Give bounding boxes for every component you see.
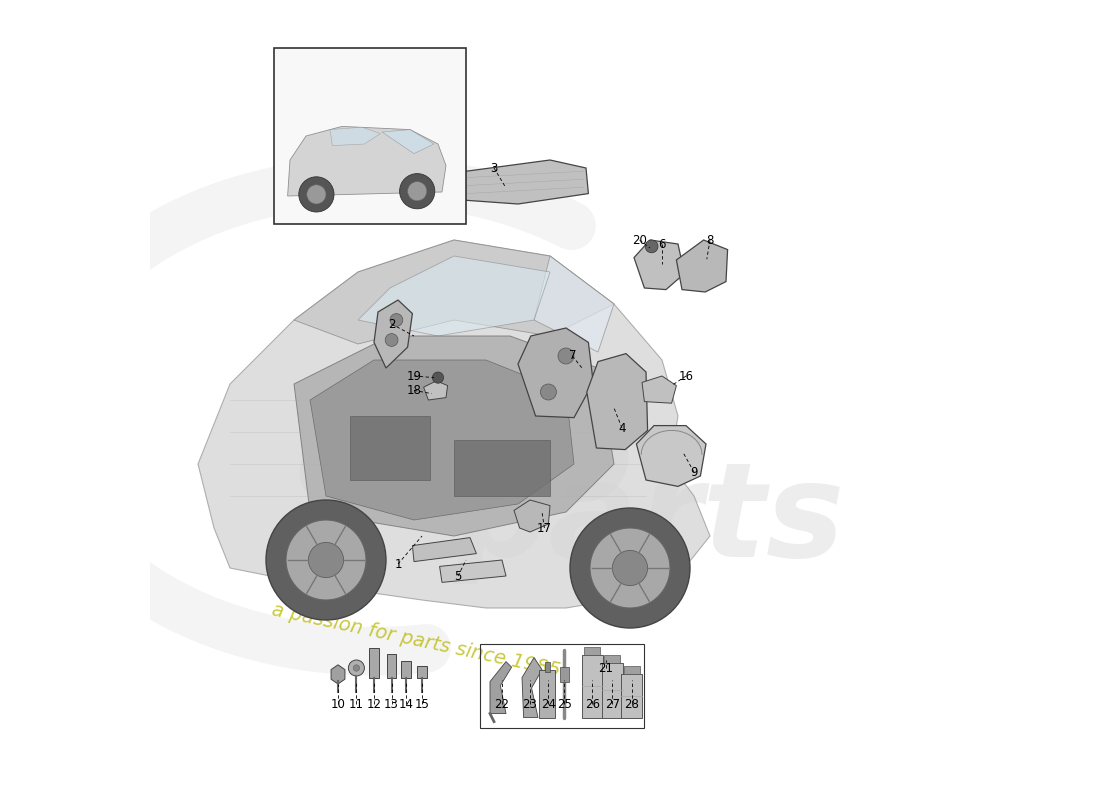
- Text: a passion for parts since 1985: a passion for parts since 1985: [270, 600, 562, 680]
- Polygon shape: [294, 240, 614, 344]
- Text: 10: 10: [331, 698, 345, 710]
- Bar: [454, 440, 550, 496]
- Bar: [370, 648, 378, 678]
- Text: 26: 26: [585, 698, 600, 710]
- Text: parts: parts: [454, 457, 845, 583]
- Circle shape: [613, 550, 648, 586]
- Text: 5: 5: [454, 570, 462, 582]
- Text: 25: 25: [557, 698, 572, 710]
- Polygon shape: [518, 328, 593, 418]
- Circle shape: [286, 520, 366, 600]
- Polygon shape: [358, 256, 550, 336]
- Text: 12: 12: [366, 698, 382, 710]
- Polygon shape: [534, 256, 614, 352]
- Text: euro: euro: [294, 401, 634, 527]
- Text: 7: 7: [569, 350, 576, 362]
- Polygon shape: [676, 240, 727, 292]
- Text: 15: 15: [415, 698, 429, 710]
- Circle shape: [432, 372, 443, 383]
- Polygon shape: [330, 127, 381, 146]
- Polygon shape: [294, 336, 614, 536]
- Bar: [350, 416, 430, 480]
- Polygon shape: [198, 240, 710, 608]
- Polygon shape: [461, 160, 588, 204]
- Text: 11: 11: [349, 698, 364, 710]
- Bar: [402, 661, 410, 678]
- Text: 23: 23: [522, 698, 538, 710]
- Polygon shape: [412, 538, 476, 562]
- Text: 1: 1: [394, 558, 402, 570]
- Text: 13: 13: [384, 698, 399, 710]
- Polygon shape: [522, 658, 542, 718]
- Circle shape: [299, 177, 334, 212]
- Polygon shape: [424, 381, 448, 400]
- Text: 24: 24: [541, 698, 556, 710]
- Text: 8: 8: [706, 234, 714, 246]
- Circle shape: [646, 240, 658, 253]
- Circle shape: [385, 334, 398, 346]
- Bar: [624, 666, 639, 674]
- Polygon shape: [310, 360, 574, 520]
- Bar: [602, 663, 623, 718]
- Polygon shape: [440, 560, 506, 582]
- Circle shape: [570, 508, 690, 628]
- Polygon shape: [642, 376, 676, 403]
- Circle shape: [307, 185, 326, 204]
- Text: 4: 4: [618, 422, 626, 434]
- Text: 16: 16: [679, 370, 693, 382]
- Text: 19: 19: [407, 370, 421, 382]
- Text: 28: 28: [624, 698, 639, 710]
- Text: 17: 17: [537, 522, 552, 534]
- Circle shape: [349, 660, 364, 676]
- Circle shape: [390, 314, 403, 326]
- Bar: [274, 48, 466, 224]
- Bar: [582, 655, 603, 718]
- Bar: [546, 662, 550, 672]
- Polygon shape: [382, 130, 435, 154]
- Text: 27: 27: [605, 698, 620, 710]
- Text: 6: 6: [658, 238, 666, 250]
- Text: 18: 18: [407, 384, 421, 397]
- Bar: [604, 655, 620, 663]
- Circle shape: [353, 665, 360, 671]
- Text: 22: 22: [495, 698, 509, 710]
- Bar: [584, 647, 601, 655]
- Circle shape: [558, 348, 574, 364]
- Polygon shape: [374, 300, 412, 368]
- Polygon shape: [514, 500, 550, 532]
- Polygon shape: [287, 126, 446, 196]
- Bar: [621, 674, 642, 718]
- Bar: [560, 667, 569, 682]
- Bar: [480, 644, 644, 728]
- Text: 2: 2: [388, 318, 395, 330]
- Text: 20: 20: [632, 234, 647, 246]
- Polygon shape: [586, 354, 648, 450]
- Polygon shape: [490, 662, 512, 714]
- Circle shape: [408, 182, 427, 201]
- Circle shape: [308, 542, 343, 578]
- Text: 21: 21: [598, 662, 614, 674]
- Text: 14: 14: [398, 698, 414, 710]
- Circle shape: [266, 500, 386, 620]
- Bar: [539, 670, 554, 718]
- Bar: [387, 654, 396, 678]
- Text: 3: 3: [491, 162, 497, 174]
- Circle shape: [590, 528, 670, 608]
- Polygon shape: [331, 665, 345, 684]
- Text: 9: 9: [691, 466, 697, 478]
- Polygon shape: [637, 426, 706, 486]
- Polygon shape: [634, 240, 684, 290]
- Bar: [417, 666, 427, 678]
- Circle shape: [540, 384, 557, 400]
- Circle shape: [399, 174, 435, 209]
